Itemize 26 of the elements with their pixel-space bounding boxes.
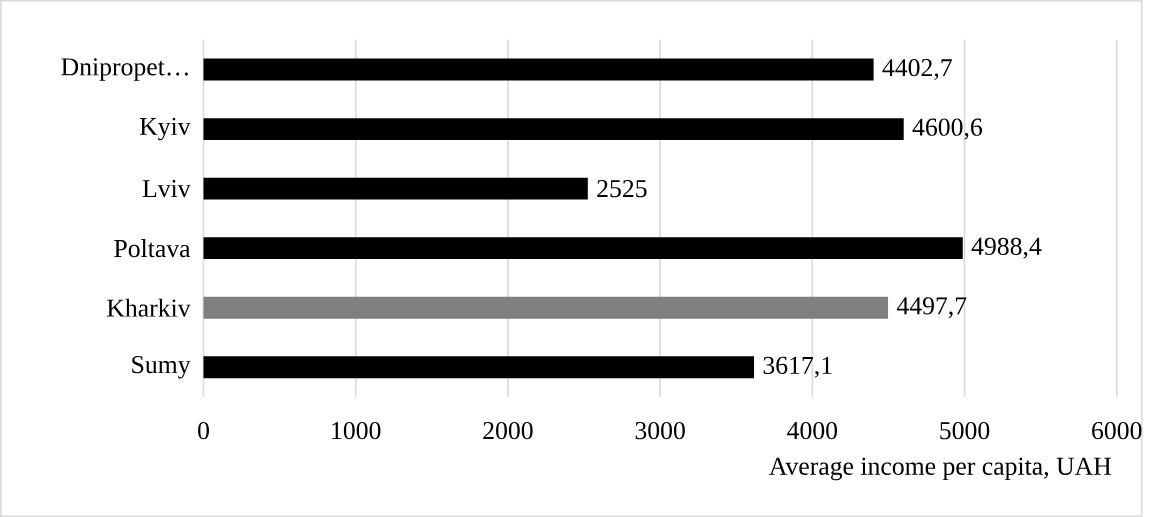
data-label: 4988,4	[971, 237, 1042, 259]
x-tick-label: 1000	[332, 421, 381, 440]
bar	[203, 356, 755, 379]
y-tick-label: Poltava	[114, 239, 191, 258]
x-axis-title: Average income per capita, UAH	[769, 457, 1111, 481]
bar	[203, 296, 889, 319]
y-tick-label: Sumy	[132, 355, 191, 379]
bar	[203, 58, 874, 81]
y-tick-label: Lviv	[142, 179, 191, 198]
x-tick-label: 5000	[940, 421, 990, 440]
x-tick-label: 3000	[635, 421, 685, 440]
data-label: 2525	[597, 179, 647, 198]
bar	[203, 237, 963, 259]
bar	[203, 177, 588, 200]
y-tick-label: Kharkiv	[107, 298, 191, 317]
bar	[203, 118, 904, 140]
y-tick-label: Kyiv	[139, 117, 191, 141]
x-tick-label: 6000	[1092, 421, 1142, 440]
x-tick-label: 4000	[787, 421, 838, 440]
data-label: 3617,1	[763, 356, 832, 378]
data-label: 4600,6	[912, 118, 983, 140]
data-label: 4497,7	[896, 297, 967, 319]
data-label: 4402,7	[882, 58, 952, 80]
x-tick-label: 2000	[483, 421, 533, 440]
x-tick-label: 0	[198, 421, 209, 440]
y-tick-label: Dnipropet…	[61, 58, 188, 81]
